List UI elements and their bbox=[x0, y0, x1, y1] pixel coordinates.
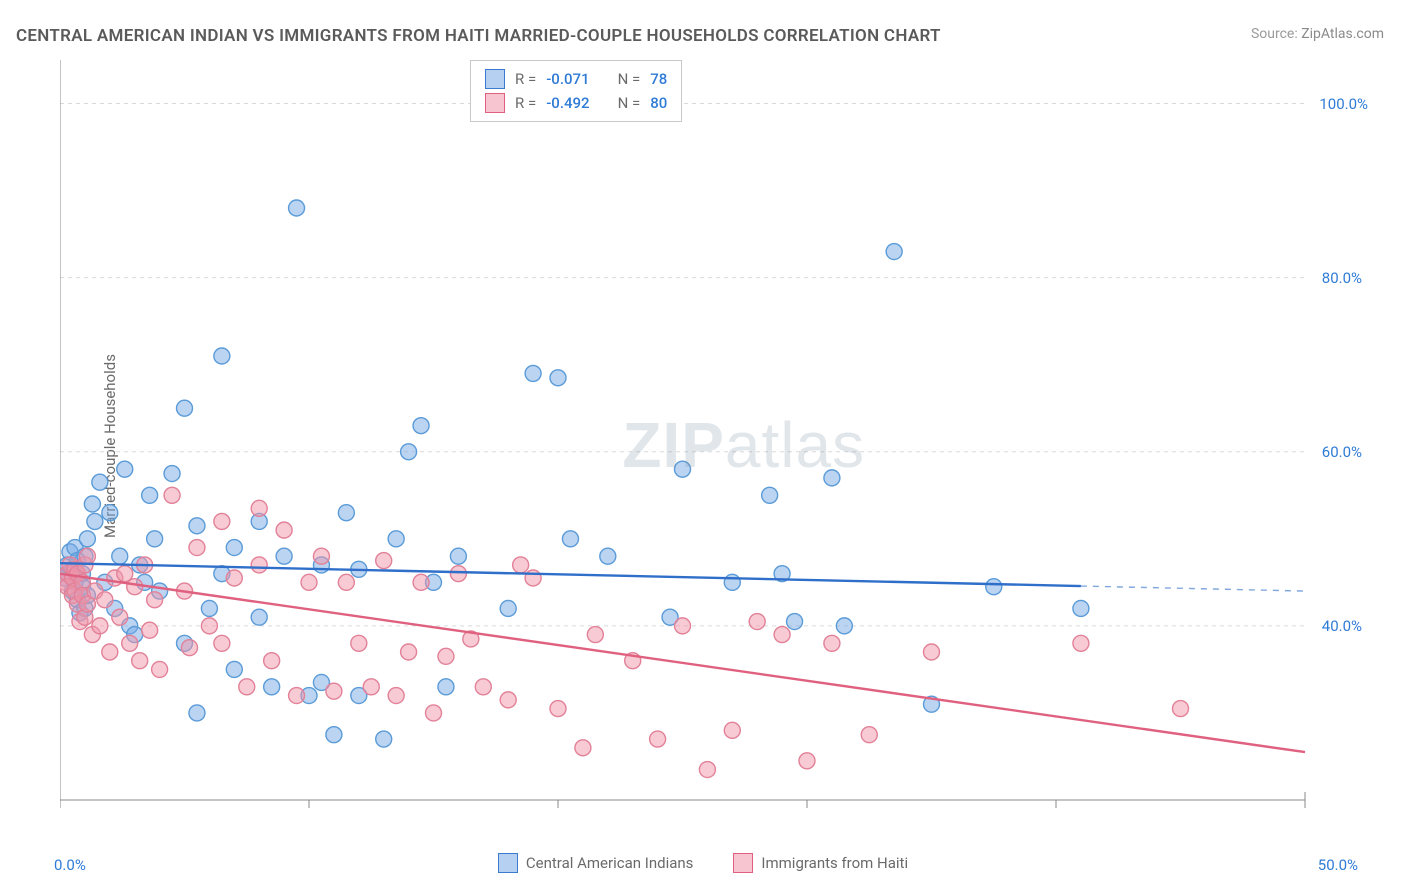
r-value-series2: -0.492 bbox=[546, 94, 589, 112]
swatch-icon bbox=[498, 853, 518, 873]
n-label: N = bbox=[618, 94, 641, 112]
legend-row-series2: R = -0.492 N = 80 bbox=[485, 91, 667, 115]
y-tick-60: 60.0% bbox=[1322, 443, 1362, 461]
n-label: N = bbox=[618, 70, 641, 88]
source-attribution: Source: ZipAtlas.com bbox=[1251, 26, 1384, 42]
swatch-icon bbox=[485, 69, 505, 89]
chart-title: CENTRAL AMERICAN INDIAN VS IMMIGRANTS FR… bbox=[16, 26, 941, 46]
chart-plot-area: ZIPatlas bbox=[60, 60, 1350, 830]
n-value-series1: 78 bbox=[650, 70, 667, 88]
source-value: ZipAtlas.com bbox=[1301, 26, 1384, 42]
x-tick-max: 50.0% bbox=[1318, 856, 1358, 874]
legend-row-series1: R = -0.071 N = 78 bbox=[485, 67, 667, 91]
source-label: Source: bbox=[1251, 26, 1298, 42]
legend-label-series2: Immigrants from Haiti bbox=[761, 854, 908, 872]
swatch-icon bbox=[485, 93, 505, 113]
swatch-icon bbox=[733, 853, 753, 873]
y-tick-40: 40.0% bbox=[1322, 617, 1362, 635]
correlation-legend: R = -0.071 N = 78 R = -0.492 N = 80 bbox=[470, 60, 682, 122]
y-tick-80: 80.0% bbox=[1322, 269, 1362, 287]
legend-label-series1: Central American Indians bbox=[526, 854, 694, 872]
r-label: R = bbox=[515, 94, 536, 112]
chart-svg bbox=[60, 60, 1350, 830]
x-tick-min: 0.0% bbox=[54, 856, 86, 874]
legend-item-series2: Immigrants from Haiti bbox=[733, 853, 908, 873]
r-value-series1: -0.071 bbox=[546, 70, 589, 88]
r-label: R = bbox=[515, 70, 536, 88]
series-legend: Central American Indians Immigrants from… bbox=[0, 853, 1406, 873]
legend-item-series1: Central American Indians bbox=[498, 853, 694, 873]
n-value-series2: 80 bbox=[650, 94, 667, 112]
y-tick-100: 100.0% bbox=[1319, 95, 1368, 113]
